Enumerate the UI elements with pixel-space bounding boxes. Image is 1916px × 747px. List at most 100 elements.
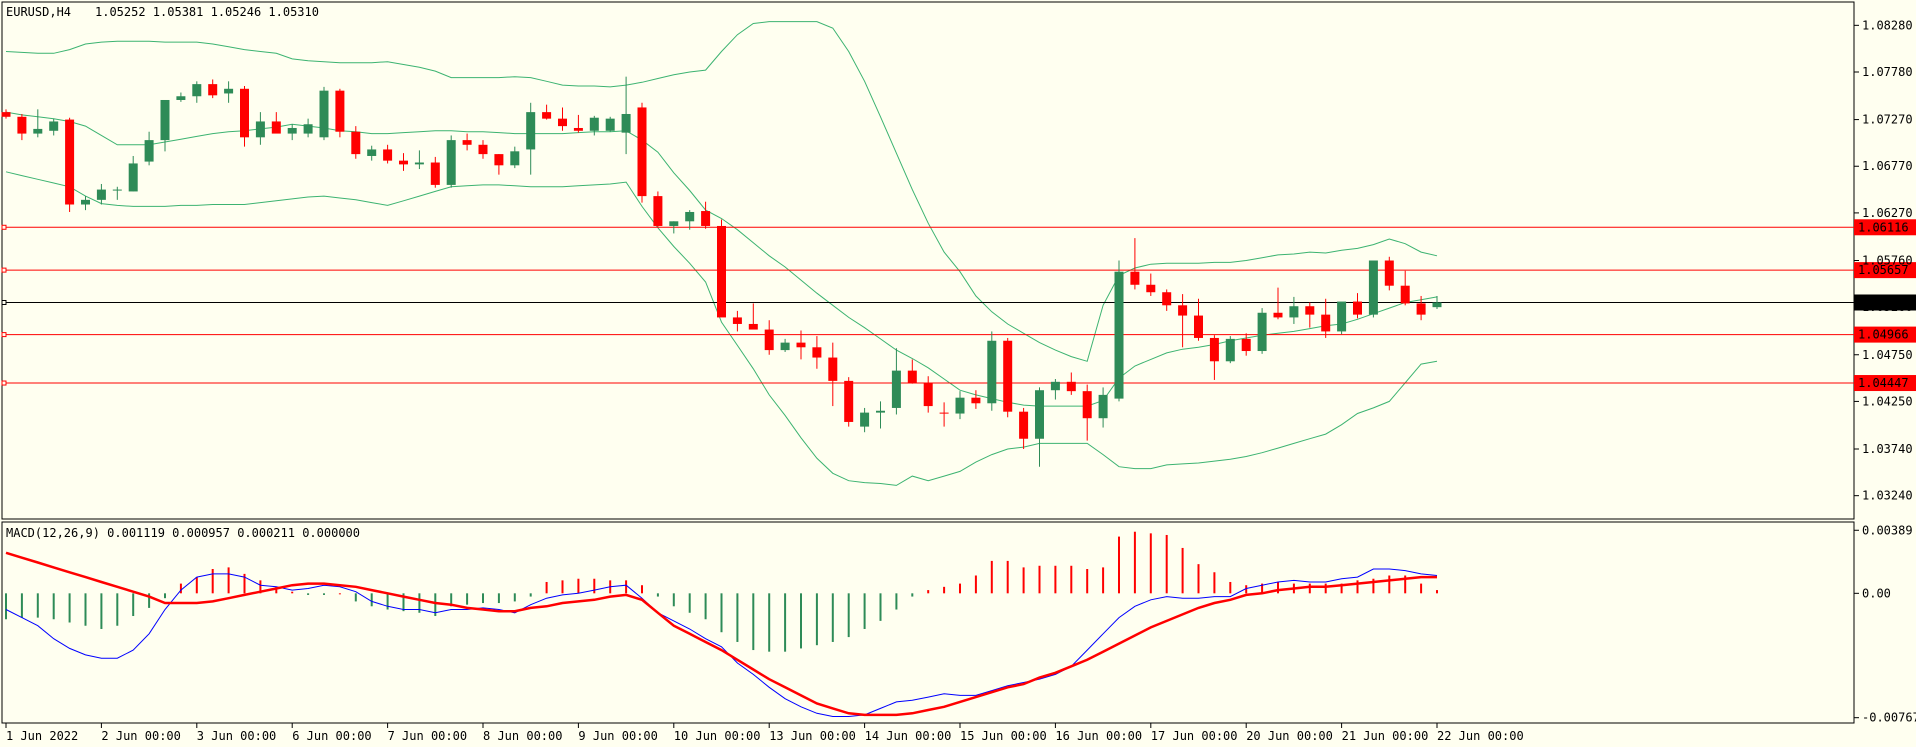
price-y-tick-label: 1.06770 — [1862, 159, 1913, 173]
candle-body — [1082, 391, 1092, 419]
price-y-tick-label: 1.05260 — [1862, 300, 1913, 314]
candle-body — [271, 121, 281, 134]
candle-body — [1384, 260, 1394, 286]
candle-body — [796, 342, 806, 348]
price-level-tag — [1854, 262, 1916, 279]
candle-body — [17, 116, 27, 134]
price-level-anchor — [1, 224, 7, 230]
axes-layer: 1.08280 1.07780 1.07270 1.06770 1.06270 1.057… — [5, 18, 1916, 743]
macd-y-tick-label: -0.007672 — [1862, 711, 1916, 725]
x-tick-label: 3 Jun 00:00 — [197, 729, 276, 743]
macd-label: MACD(12,26,9) 0.001119 0.000957 0.000211… — [6, 526, 360, 540]
candle-body — [1162, 292, 1172, 306]
macd-panel[interactable] — [5, 531, 1438, 717]
x-tick-label: 9 Jun 00:00 — [578, 729, 657, 743]
candle-body — [955, 397, 965, 414]
candle-body — [1098, 394, 1108, 419]
candle-body — [335, 90, 345, 132]
candle-body — [112, 189, 122, 191]
candle-body — [1178, 305, 1188, 316]
candle-body — [685, 211, 695, 222]
price-y-tick-label: 1.08280 — [1862, 18, 1913, 32]
candle-body — [65, 119, 75, 205]
candle-body — [192, 84, 202, 97]
candle-body — [319, 90, 329, 138]
macd-y-tick-label: 0.00 — [1862, 586, 1891, 600]
candle-body — [589, 117, 599, 131]
price-y-tick-label: 1.04750 — [1862, 348, 1913, 362]
candle-body — [1368, 260, 1378, 315]
candle-body — [621, 113, 631, 133]
candle-body — [923, 382, 933, 407]
macd-y-tick-label: 0.00389 — [1862, 523, 1913, 537]
price-level-tag — [1854, 219, 1916, 236]
candle-body — [860, 412, 870, 427]
candle-body — [255, 121, 265, 138]
candle-body — [367, 149, 377, 156]
x-tick-label: 14 Jun 00:00 — [865, 729, 952, 743]
candle-body — [717, 225, 726, 318]
candle-body — [732, 317, 742, 324]
x-tick-label: 16 Jun 00:00 — [1055, 729, 1142, 743]
candle-body — [430, 162, 440, 185]
price-y-tick-label: 1.07270 — [1862, 113, 1913, 127]
candle-body — [1209, 337, 1219, 362]
candle-body — [876, 410, 885, 413]
candle-body — [494, 154, 504, 166]
candle-body — [605, 118, 615, 131]
candle-body — [891, 370, 901, 408]
price-level-anchor — [1, 380, 7, 386]
x-tick-label: 15 Jun 00:00 — [960, 729, 1047, 743]
candle-body — [176, 96, 186, 100]
price-y-tick-label: 1.06270 — [1862, 206, 1913, 220]
candle-body — [1241, 338, 1251, 352]
candle-body — [462, 140, 472, 145]
candle-body — [653, 196, 663, 226]
candle-body — [1257, 312, 1267, 352]
x-tick-label: 10 Jun 00:00 — [674, 729, 761, 743]
candle-body — [160, 99, 170, 141]
price-level-tag — [1854, 375, 1916, 392]
candle-body — [1, 112, 11, 117]
price-y-tick-label: 1.07780 — [1862, 65, 1913, 79]
candle-body — [96, 189, 106, 200]
candle-body — [1003, 340, 1013, 412]
x-tick-label: 2 Jun 00:00 — [101, 729, 180, 743]
candle-body — [144, 140, 154, 162]
candle-body — [49, 121, 59, 131]
candle-body — [1432, 302, 1442, 308]
candle-body — [1035, 390, 1044, 439]
candle-body — [907, 370, 917, 383]
candle-body — [542, 112, 552, 119]
candle-body — [764, 329, 774, 351]
bollinger-upper-band — [5, 21, 1438, 362]
x-tick-label: 20 Jun 00:00 — [1246, 729, 1333, 743]
candle-body — [1050, 381, 1060, 391]
macd-panel-frame — [1, 521, 1855, 724]
candle-body — [1353, 301, 1362, 315]
candle-body — [1146, 284, 1156, 293]
price-level-anchor — [1, 332, 7, 338]
candle-body — [287, 127, 297, 134]
price-level-tag-label: 1.04447 — [1858, 376, 1909, 390]
candle-body — [128, 163, 138, 192]
bollinger-lower-band — [5, 171, 1438, 486]
candle-body — [224, 88, 234, 94]
candle-body — [1066, 381, 1076, 392]
candle-body — [1225, 338, 1235, 362]
candle-body — [1289, 306, 1299, 318]
candle-body — [1273, 312, 1283, 318]
candle-body — [303, 124, 313, 134]
price-y-tick-label: 1.03240 — [1862, 489, 1913, 503]
price-level-anchor — [1, 299, 7, 305]
candle-body — [510, 151, 520, 166]
candle-body — [414, 162, 424, 165]
ohlc-readout: 1.05252 1.05381 1.05246 1.05310 — [95, 5, 319, 19]
candle-body — [1400, 285, 1410, 304]
candle-body — [1321, 314, 1331, 332]
candle-body — [383, 149, 393, 161]
price-level-tag-label: 1.04966 — [1858, 328, 1909, 342]
price-panel[interactable]: 1.06116 1.05657 1.05310 1.04966 1.04447 — [1, 21, 1916, 486]
